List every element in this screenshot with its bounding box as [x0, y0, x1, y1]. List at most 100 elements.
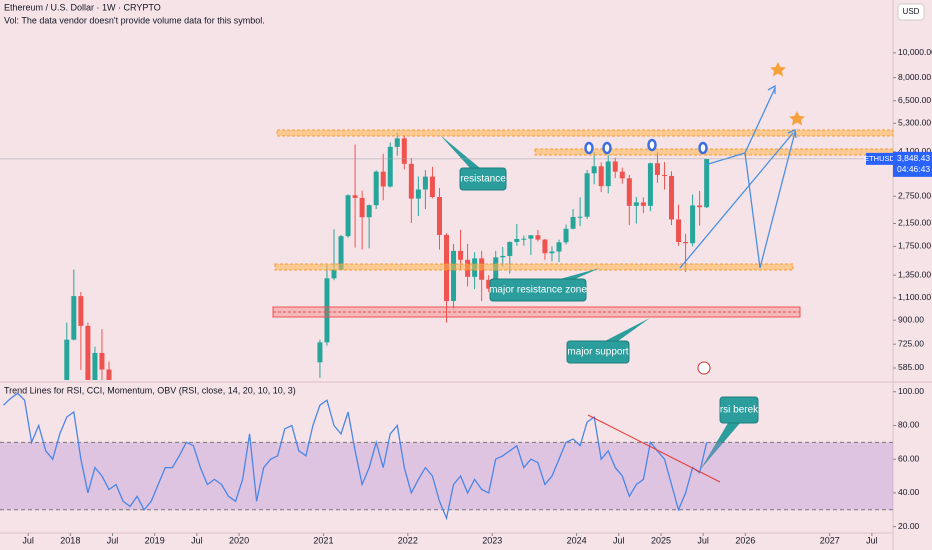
candle-body	[458, 250, 464, 260]
y-tick-label: 80.00	[898, 420, 920, 430]
last-price-label: 3,848.43	[897, 153, 930, 163]
candle-body	[521, 238, 527, 240]
top-markers	[584, 138, 708, 155]
y-tick-label: 6,500.00	[898, 95, 931, 105]
y-tick-label: 1,350.00	[898, 269, 931, 279]
star	[789, 111, 805, 126]
x-tick-label: 2024	[567, 535, 587, 545]
candle-body	[436, 196, 442, 235]
y-tick-label: 8,000.00	[898, 72, 931, 82]
candle-body	[612, 161, 618, 172]
rsi-band	[0, 442, 893, 510]
candle-body	[633, 202, 639, 206]
x-tick-label: 2027	[820, 535, 840, 545]
candle-body	[598, 166, 604, 187]
callouts: resistance major resistance zone major s…	[440, 135, 759, 470]
y-tick-label: 10,000.00	[898, 47, 932, 57]
candle-body	[500, 255, 506, 258]
candle-body	[387, 146, 393, 187]
event-icon[interactable]	[697, 361, 711, 375]
y-tick-label: 100.00	[898, 386, 924, 396]
candle-body	[563, 228, 569, 243]
x-tick-label: 2019	[145, 535, 165, 545]
candle-body	[99, 352, 105, 370]
candle-body	[542, 239, 548, 254]
candle-body	[493, 257, 499, 289]
candle-body	[661, 174, 667, 176]
support-zone	[274, 263, 794, 271]
candle-body	[324, 278, 330, 343]
candle-body	[647, 163, 653, 206]
symbol-tag	[866, 152, 893, 165]
resistance-zone	[276, 129, 894, 137]
candle-body	[106, 369, 112, 380]
price-tag	[893, 151, 932, 177]
y-tick-label: 2,150.00	[898, 218, 931, 228]
x-tick-label: Jul	[22, 535, 34, 545]
candle-body	[605, 161, 611, 187]
x-tick-label: Jul	[191, 535, 203, 545]
candle-body	[697, 205, 703, 208]
x-tick-label: 2020	[229, 535, 249, 545]
candle-body	[317, 342, 323, 363]
candle-body	[654, 163, 660, 175]
x-tick-label: 2021	[313, 535, 333, 545]
x-tick-label: 2025	[651, 535, 671, 545]
x-tick-label: 2023	[482, 535, 502, 545]
candle-body	[591, 166, 597, 174]
candle-body	[683, 241, 689, 244]
candle-body	[619, 171, 625, 179]
candle-body	[85, 325, 91, 380]
star	[770, 62, 786, 77]
y-tick-label: 900.00	[898, 314, 924, 324]
candle-body	[584, 173, 590, 217]
candle-body	[92, 352, 98, 380]
x-tick-label: 2026	[735, 535, 755, 545]
candle-body	[366, 205, 372, 218]
y-tick-label: 20.00	[898, 521, 920, 531]
candle-body	[401, 138, 407, 164]
rsi-pane	[0, 392, 893, 521]
candle-body	[429, 176, 435, 197]
volume-note: Vol: The data vendor doesn't provide vol…	[4, 15, 265, 25]
candle-body	[359, 197, 365, 218]
candle-body	[380, 171, 386, 187]
candle-body	[507, 241, 513, 256]
drawings	[272, 62, 894, 375]
candle-body	[570, 216, 576, 229]
y-tick-label: 1,750.00	[898, 241, 931, 251]
x-tick-label: Jul	[866, 535, 878, 545]
candle-body	[64, 339, 70, 380]
y-tick-label: 40.00	[898, 487, 920, 497]
indicator-title: Trend Lines for RSI, CCI, Momentum, OBV …	[4, 385, 296, 395]
y-tick-label: 60.00	[898, 453, 920, 463]
candle-body	[415, 189, 421, 199]
candle-body	[528, 235, 534, 239]
currency[interactable]: USD	[903, 7, 920, 16]
candle-body	[535, 235, 541, 240]
currency-button[interactable]	[897, 3, 925, 21]
candle-body	[331, 269, 337, 279]
x-tick-label: Jul	[107, 535, 119, 545]
candle-body	[394, 138, 400, 147]
countdown: 04:46:43	[897, 164, 930, 174]
candle-body	[78, 296, 84, 326]
annotation: resistance	[460, 174, 506, 185]
candle-body	[408, 163, 414, 199]
rsi-line	[3, 392, 708, 521]
x-tick-label: Jul	[613, 535, 625, 545]
annotation: major support	[567, 347, 628, 358]
candle-body	[338, 236, 344, 270]
rsi-trendline	[587, 414, 721, 483]
candle-body	[373, 171, 379, 206]
candle-body	[556, 242, 562, 252]
candle-body	[71, 296, 77, 340]
candle-body	[640, 202, 646, 206]
candle-body	[704, 158, 710, 208]
candle-body	[676, 219, 682, 242]
x-tick-label: 2022	[398, 535, 418, 545]
candle-body	[451, 250, 457, 301]
x-tick-label: 2018	[60, 535, 80, 545]
candle-body	[422, 176, 428, 190]
